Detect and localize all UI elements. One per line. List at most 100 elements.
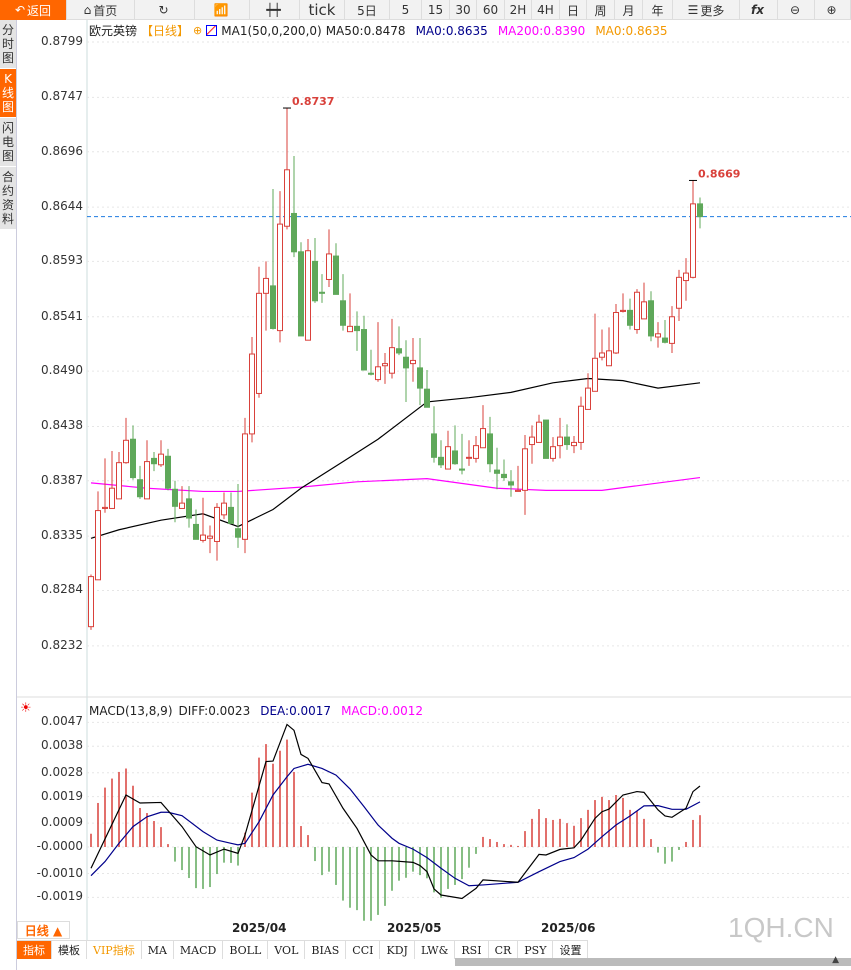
ma200-line — [90, 476, 701, 493]
candle-body — [592, 357, 598, 392]
toolbar-button-fx[interactable]: fx — [740, 0, 778, 20]
toolbar-button-更多[interactable]: ☰ 更多 — [673, 0, 740, 20]
candle-body — [256, 292, 262, 394]
indicator-tab[interactable]: PSY — [518, 941, 554, 959]
toolbar-button-年[interactable]: 年 — [643, 0, 673, 20]
candle-body — [690, 203, 696, 278]
toolbar-label: 2H — [509, 3, 527, 17]
candle-body — [137, 479, 143, 498]
indicator-tab[interactable]: MACD — [174, 941, 224, 959]
toolbar-button-15[interactable]: 15 — [422, 0, 450, 20]
indicator-name[interactable]: MA1(50,0,200,0) — [221, 23, 322, 38]
indicator-tab[interactable]: KDJ — [380, 941, 415, 959]
candle-body — [305, 250, 311, 341]
candle-body — [655, 333, 661, 338]
toolbar-button-candlestick[interactable]: ┿┿ — [250, 0, 300, 20]
indicator-tab[interactable]: VOL — [268, 941, 306, 959]
candle-body — [557, 436, 563, 447]
toolbar-button-4H[interactable]: 4H — [532, 0, 560, 20]
toolbar-button-日[interactable]: 日 — [560, 0, 587, 20]
indicator-tab[interactable]: BOLL — [223, 941, 269, 959]
indicator-tab[interactable]: MA — [142, 941, 174, 959]
indicator-tab[interactable]: CR — [489, 941, 519, 959]
toolbar-button-首页[interactable]: ⌂ 首页 — [67, 0, 135, 20]
candle-body — [172, 488, 178, 507]
toolbar-button-60[interactable]: 60 — [477, 0, 505, 20]
back-arrow-icon: ↶ — [14, 3, 26, 17]
toolbar-label: 5日 — [357, 3, 377, 18]
price-tick-label: 0.8593 — [41, 253, 83, 268]
candle-body — [424, 388, 430, 408]
candle-body — [578, 405, 584, 443]
toolbar-button-返回[interactable]: ↶ 返回 — [0, 0, 67, 20]
toolbar-label: 15 — [427, 3, 444, 17]
indicator-tab[interactable]: CCI — [346, 941, 381, 959]
toolbar-button-5[interactable]: 5 — [390, 0, 422, 20]
candle-body — [193, 523, 199, 540]
toolbar-button-2H[interactable]: 2H — [505, 0, 532, 20]
candle-body — [249, 353, 255, 435]
candle-body — [340, 300, 346, 326]
toolbar-button-refresh[interactable]: ↻ — [135, 0, 195, 20]
toolbar-label: 30 — [455, 3, 471, 17]
indicator-tab[interactable]: 指标 — [17, 941, 52, 959]
ma50-line — [90, 377, 701, 539]
candlestick-icon: ┿┿ — [266, 3, 281, 17]
crosshair-icon[interactable]: ⊕ — [193, 24, 203, 37]
toolbar-button-tick[interactable]: tick — [300, 0, 345, 20]
indicator-icon[interactable] — [206, 25, 218, 36]
scrollbar[interactable]: ▲ — [455, 955, 851, 966]
settings-sun-icon[interactable]: ☀ — [20, 701, 32, 716]
indicator-tab[interactable]: 设置 — [553, 941, 589, 959]
toolbar-label: 周 — [594, 3, 607, 18]
toolbar-label: 5 — [401, 3, 410, 17]
toolbar-button-line-chart[interactable]: 📶 — [195, 0, 250, 20]
toolbar-button-30[interactable]: 30 — [450, 0, 477, 20]
indicator-tab[interactable]: BIAS — [305, 941, 347, 959]
period-label[interactable]: 【日线】 — [141, 24, 190, 38]
indicator-tab[interactable]: VIP指标 — [87, 941, 142, 959]
toolbar-button-周[interactable]: 周 — [587, 0, 615, 20]
side-tab-3[interactable]: 合约资料 — [0, 167, 16, 230]
candle-body — [375, 366, 381, 381]
toolbar-button-zoom-out[interactable]: ⊖ — [778, 0, 815, 20]
toolbar-button-月[interactable]: 月 — [615, 0, 643, 20]
price-tick-label: 0.8799 — [41, 34, 83, 48]
ma200-value: MA200:0.8390 — [497, 23, 586, 38]
toolbar-button-5日[interactable]: 5日 — [345, 0, 390, 20]
price-tick-label: 0.8232 — [41, 637, 83, 652]
candle-body — [634, 291, 640, 331]
diff-value: DIFF:0.0023 — [178, 704, 251, 718]
side-tab-0[interactable]: 分时图 — [0, 20, 16, 69]
candle-body — [515, 489, 521, 492]
toolbar-button-zoom-in[interactable]: ⊕ — [815, 0, 851, 20]
candle-body — [522, 448, 528, 491]
candle-body — [697, 203, 703, 218]
candle-body — [333, 255, 339, 295]
candle-body — [291, 212, 297, 253]
indicator-tab[interactable]: RSI — [455, 941, 489, 959]
side-tab-1[interactable]: K线图 — [0, 69, 16, 118]
price-tick-label: 0.8644 — [41, 199, 83, 214]
line-chart-icon: 📶 — [213, 3, 229, 17]
x-label: 2025/06 — [541, 921, 596, 935]
candle-body — [242, 433, 248, 540]
period-selector[interactable]: 日线 ▲ — [17, 921, 70, 939]
side-tab-2[interactable]: 闪电图 — [0, 118, 16, 167]
indicator-tab[interactable]: 模板 — [52, 941, 87, 959]
high-label: 0.8669 — [698, 167, 740, 180]
candle-body — [109, 487, 115, 509]
scroll-up-icon[interactable]: ▲ — [832, 955, 839, 965]
high-label: 0.8737 — [292, 95, 334, 108]
indicator-tab[interactable]: LW& — [415, 941, 456, 959]
dea-value: DEA:0.0017 — [260, 704, 332, 718]
candle-body — [466, 456, 472, 459]
toolbar-label: 4H — [537, 3, 554, 17]
refresh-icon: ↻ — [158, 3, 169, 17]
candle-body — [571, 441, 577, 447]
macd-name[interactable]: MACD(13,8,9) — [89, 704, 173, 718]
candle-body — [116, 462, 122, 500]
candle-body — [312, 260, 318, 302]
candle-body — [102, 506, 108, 509]
